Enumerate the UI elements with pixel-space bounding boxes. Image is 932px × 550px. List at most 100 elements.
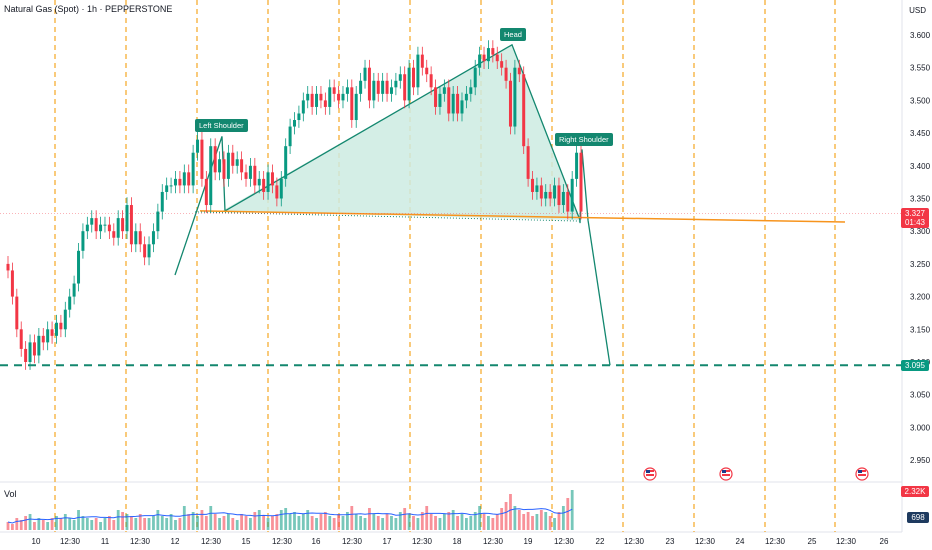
- candle: [469, 87, 473, 94]
- head-label: Head: [500, 28, 526, 41]
- x-tick-label: 12:30: [624, 537, 645, 546]
- candle: [90, 218, 94, 225]
- candle: [456, 93, 460, 114]
- candle: [297, 113, 301, 121]
- candle: [24, 348, 28, 362]
- candle: [504, 67, 508, 81]
- candle: [253, 165, 257, 186]
- volume-bar: [332, 518, 336, 530]
- volume-bar: [407, 514, 411, 530]
- neckline-dots: [194, 211, 581, 222]
- volume-bar: [55, 516, 58, 530]
- volume-bar: [103, 518, 107, 530]
- x-tick-label: 12:30: [695, 537, 716, 546]
- volume-bar: [257, 510, 261, 530]
- y-tick-label: 3.150: [910, 325, 931, 334]
- x-tick-label: 11: [101, 537, 110, 546]
- volume-bar: [526, 512, 530, 530]
- right-shoulder-label: Right Shoulder: [555, 133, 613, 146]
- x-tick-label: 12:30: [342, 537, 363, 546]
- candle: [500, 61, 504, 68]
- candle: [41, 335, 45, 343]
- candle: [143, 244, 147, 258]
- y-tick-label: 3.600: [910, 31, 931, 40]
- volume-bar: [204, 516, 208, 530]
- volume-bar: [447, 512, 451, 530]
- volume-bar: [244, 516, 248, 530]
- y-tick-label: 3.050: [910, 391, 931, 400]
- candle: [561, 191, 565, 206]
- countdown-value: 01:43: [904, 218, 926, 227]
- chart-title: Natural Gas (Spot) · 1h · PEPPERSTONE: [4, 4, 173, 14]
- volume-bar: [451, 510, 455, 530]
- volume-bar: [500, 508, 504, 530]
- candle: [63, 309, 67, 330]
- volume-bar: [368, 508, 371, 530]
- volume-bar: [90, 520, 94, 530]
- y-tick-label: 3.200: [910, 293, 931, 302]
- volume-bar: [99, 522, 102, 530]
- volume-bar: [182, 506, 186, 530]
- volume-bar: [557, 512, 561, 530]
- volume-bar: [531, 516, 534, 530]
- volume-bar: [354, 514, 358, 530]
- x-tick-label: 12:30: [412, 537, 433, 546]
- candle: [187, 172, 191, 186]
- volume-bar: [469, 516, 473, 530]
- candle: [508, 80, 512, 127]
- volume-bar: [385, 514, 389, 530]
- candle: [244, 172, 248, 179]
- x-tick-label: 17: [383, 537, 392, 546]
- candle: [262, 178, 266, 192]
- candle: [376, 80, 380, 94]
- volume-ma-line: [7, 508, 573, 524]
- candle: [28, 342, 32, 362]
- volume-bar: [319, 514, 323, 530]
- volume-bar: [11, 524, 14, 530]
- candle: [575, 152, 579, 179]
- candle: [513, 67, 517, 127]
- volume-bar: [134, 518, 138, 530]
- volume-bar: [438, 518, 442, 530]
- candle: [99, 224, 103, 232]
- candle: [354, 93, 358, 121]
- candle: [438, 93, 442, 107]
- volume-bar: [235, 520, 239, 530]
- volume-bar: [226, 514, 230, 530]
- candle: [486, 48, 490, 62]
- candle: [412, 67, 416, 88]
- candle: [491, 48, 495, 55]
- candle: [213, 146, 217, 173]
- candle: [235, 159, 239, 166]
- candle: [19, 329, 23, 349]
- candle: [173, 178, 177, 186]
- volume-bar: [77, 510, 80, 530]
- candle: [337, 93, 341, 101]
- volume-bar: [539, 510, 543, 530]
- candle: [248, 165, 252, 179]
- candle: [191, 152, 195, 186]
- candle: [522, 74, 526, 147]
- x-tick-label: 12:30: [554, 537, 575, 546]
- x-tick-label: 12:30: [130, 537, 151, 546]
- candle: [178, 178, 182, 186]
- x-tick-label: 16: [312, 537, 321, 546]
- candle: [389, 87, 393, 94]
- candle: [107, 224, 111, 232]
- candle: [6, 263, 10, 271]
- volume-bar: [50, 518, 54, 530]
- candle: [310, 93, 314, 107]
- candle: [429, 74, 433, 88]
- candle: [473, 67, 477, 88]
- x-tick-label: 18: [453, 537, 462, 546]
- volume-bar: [59, 518, 63, 530]
- volume-bar: [63, 514, 67, 530]
- volume-bar: [478, 506, 482, 530]
- volume-bar: [147, 518, 151, 530]
- candle: [557, 185, 561, 206]
- candle: [72, 283, 76, 297]
- volume-bar: [442, 514, 446, 530]
- volume-bar: [262, 516, 266, 530]
- candle: [420, 54, 424, 68]
